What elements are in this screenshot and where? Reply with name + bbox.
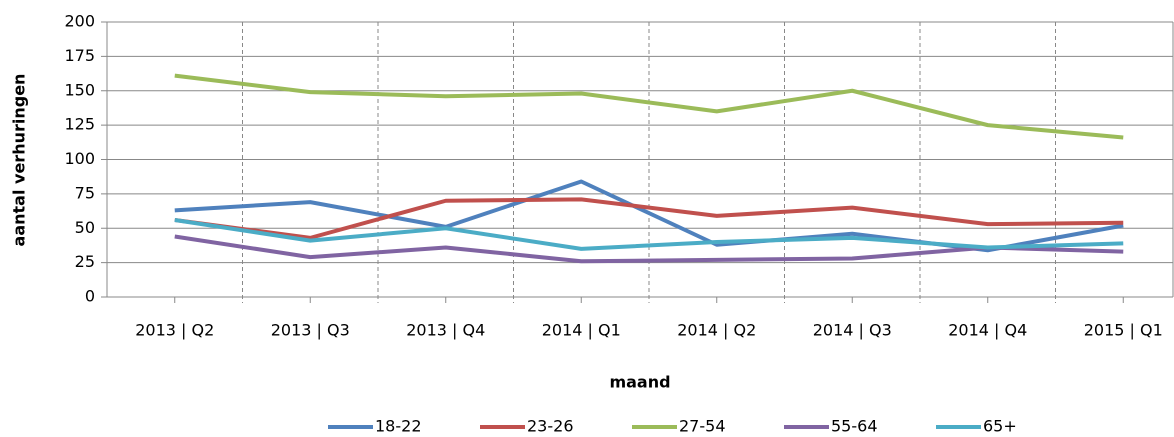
x-tick-label: 2013 | Q3 (271, 321, 350, 340)
series-line (174, 73, 1124, 140)
x-tick-label: 2014 | Q4 (948, 321, 1027, 340)
legend-label: 65+ (983, 417, 1017, 436)
y-tick-label: 175 (64, 46, 95, 65)
y-tick-label: 100 (64, 149, 95, 168)
x-tick-label: 2013 | Q2 (135, 321, 214, 340)
legend-label: 27-54 (679, 417, 726, 436)
x-tick-label: 2013 | Q4 (406, 321, 485, 340)
series-line (174, 218, 1124, 251)
series-line (174, 234, 1124, 264)
y-tick-label: 150 (64, 80, 95, 99)
y-tick-label: 0 (85, 287, 95, 306)
y-tick-label: 50 (75, 218, 95, 237)
x-tick-label: 2014 | Q1 (542, 321, 621, 340)
y-tick-label: 75 (75, 183, 95, 202)
legend-label: 18-22 (375, 417, 422, 436)
legend-label: 55-64 (831, 417, 878, 436)
y-tick-label: 25 (75, 252, 95, 271)
x-tick-label: 2014 | Q3 (813, 321, 892, 340)
x-axis-label: maand (609, 373, 670, 392)
series-line (174, 197, 1124, 240)
y-tick-label: 200 (64, 12, 95, 31)
x-tick-label: 2014 | Q2 (677, 321, 756, 340)
x-tick-label: 2015 | Q1 (1084, 321, 1163, 340)
y-axis-label: aantal verhuringen (10, 74, 29, 247)
legend-label: 23-26 (527, 417, 574, 436)
y-tick-label: 125 (64, 115, 95, 134)
